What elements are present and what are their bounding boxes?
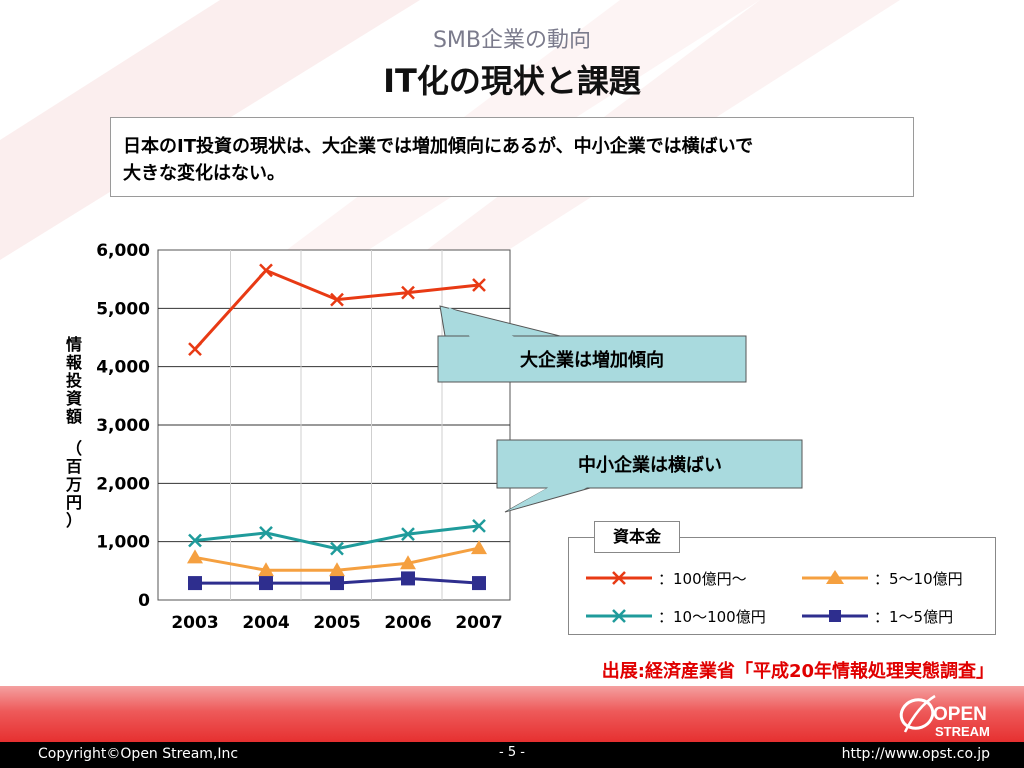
legend-label-1-5oku: ：1〜5億円 <box>874 607 954 626</box>
marker-s2-2004 <box>258 562 274 577</box>
line-chart: 0 1,000 2,000 3,000 4,000 5,000 6,000 2003 2004… <box>65 241 803 633</box>
summary-line-2: 大きな変化はない。 <box>123 163 285 184</box>
y-tick-label-2: 2,000 <box>96 474 150 494</box>
x-tick-label-2004: 2004 <box>242 613 289 633</box>
marker-s1-2004 <box>259 526 273 540</box>
marker-s2-2006 <box>400 555 416 570</box>
legend-swatch-x-red <box>586 571 652 585</box>
legend-label-10-100oku: ：10〜100億円 <box>658 607 766 626</box>
marker-s0-2004 <box>259 263 273 278</box>
callout-sme: 中小企業は横ばい <box>496 439 803 513</box>
marker-s1-2006 <box>401 527 415 541</box>
marker-s2-2003 <box>187 549 203 564</box>
legend-item-1-5oku: ：1〜5億円 <box>800 604 953 628</box>
callout-sme-text: 中小企業は横ばい <box>578 454 722 476</box>
marker-s3-2005 <box>330 576 344 591</box>
marker-s3-2004 <box>259 576 273 591</box>
logo-text-stream: STREAM <box>935 724 990 739</box>
marker-s1-2007 <box>472 519 486 533</box>
y-tick-label-5: 5,000 <box>96 299 150 319</box>
legend-item-10-100oku: ：10〜100億円 <box>584 604 766 628</box>
page-number: - 5 - <box>499 745 525 760</box>
x-tick-label-2003: 2003 <box>171 613 218 633</box>
summary-line-1: 日本のIT投資の現状は、大企業では増加傾向にあるが、中小企業では横ばいで <box>123 136 754 157</box>
marker-s3-2006 <box>401 571 415 586</box>
legend-label-5-10oku: ：5〜10億円 <box>874 569 963 588</box>
y-tick-label-6: 6,000 <box>96 241 150 261</box>
footer-url: http://www.opst.co.jp <box>841 746 990 762</box>
marker-s0-2007 <box>472 278 486 292</box>
legend <box>568 537 996 635</box>
marker-s3-2007 <box>472 576 486 591</box>
x-tick-label-2005: 2005 <box>313 613 360 633</box>
callout-large-enterprise: 大企業は増加傾向 <box>437 305 747 383</box>
slide-title: IT化の現状と課題 <box>383 62 641 100</box>
legend-item-100oku: ：100億円〜 <box>584 566 747 590</box>
slide-subtitle: SMB企業の動向 <box>432 28 592 53</box>
marker-s3-2003 <box>188 576 202 591</box>
source-note: 出展:経済産業省「平成20年情報処理実態調査」 <box>601 661 994 682</box>
y-axis-label: 情報投資額（百万円） <box>65 335 83 530</box>
logo-text-open: OPEN <box>933 704 987 725</box>
y-tick-label-0: 0 <box>138 591 150 611</box>
legend-item-5-10oku: ：5〜10億円 <box>800 566 963 590</box>
open-stream-logo: OPEN STREAM <box>899 694 990 739</box>
callout-large-text: 大企業は増加傾向 <box>520 349 664 371</box>
y-tick-label-4: 4,000 <box>96 358 150 378</box>
legend-swatch-triangle-orange <box>802 570 868 584</box>
legend-swatch-x-teal <box>586 609 652 623</box>
marker-s0-2003 <box>188 342 202 357</box>
marker-s1-2005 <box>330 541 344 556</box>
copyright-text: Copyright©Open Stream,Inc <box>38 746 239 762</box>
marker-s0-2005 <box>330 292 344 307</box>
marker-s1-2003 <box>188 533 202 548</box>
y-tick-label-1: 1,000 <box>96 533 150 553</box>
marker-s0-2006 <box>401 285 415 300</box>
footer-band <box>0 686 1024 742</box>
x-tick-label-2006: 2006 <box>384 613 431 633</box>
summary-box: 日本のIT投資の現状は、大企業では増加傾向にあるが、中小企業では横ばいで 大きな… <box>110 117 914 197</box>
y-tick-label-3: 3,000 <box>96 416 150 436</box>
legend-swatch-square-navy <box>802 610 868 622</box>
footer-bar: Copyright©Open Stream,Inc - 5 - http://w… <box>0 742 1024 768</box>
legend-title: 資本金 <box>594 521 680 553</box>
marker-s2-2005 <box>329 562 345 577</box>
x-tick-label-2007: 2007 <box>455 613 502 633</box>
legend-label-100oku: ：100億円〜 <box>658 569 747 588</box>
marker-s2-2007 <box>471 540 487 555</box>
